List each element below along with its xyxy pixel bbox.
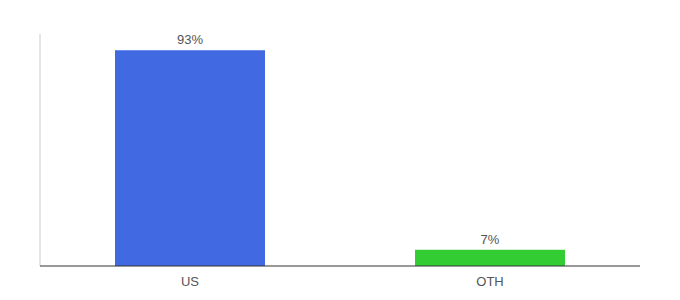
x-tick-label: US [181, 274, 199, 289]
bar [415, 250, 565, 266]
y-axis-line [40, 34, 41, 266]
chart-svg: 93% US 7% OTH [0, 0, 680, 300]
chart-container: 93% US 7% OTH [0, 0, 680, 300]
x-axis-line [40, 266, 640, 267]
data-label: 7% [481, 232, 500, 247]
labels: 93% US 7% OTH [177, 32, 504, 289]
data-label: 93% [177, 32, 203, 47]
x-tick-label: OTH [476, 274, 503, 289]
bar [115, 50, 265, 266]
bars [115, 50, 565, 266]
